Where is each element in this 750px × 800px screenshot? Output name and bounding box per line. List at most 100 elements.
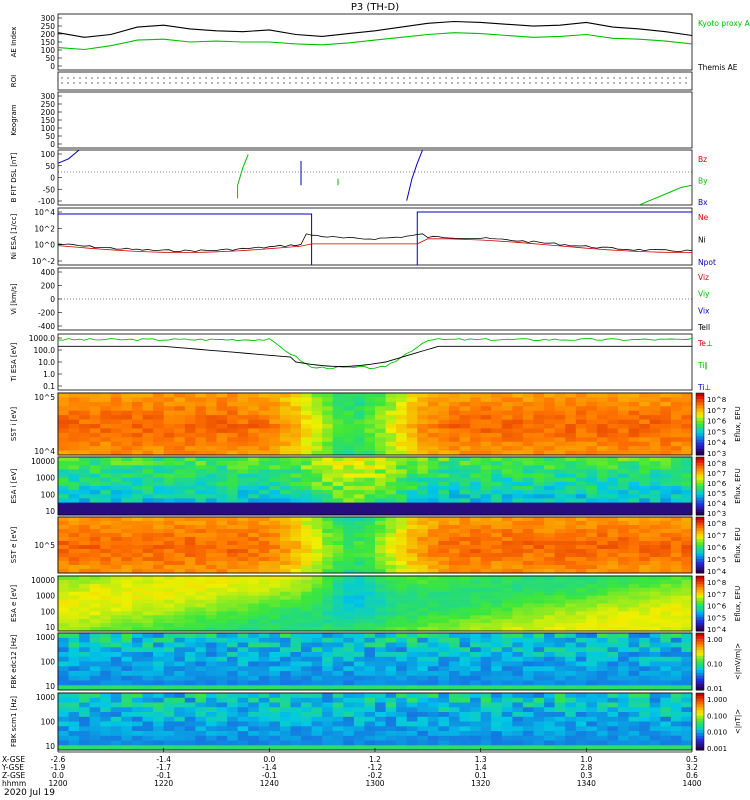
spectrogram-cell — [406, 633, 418, 639]
spectrogram-cell — [205, 599, 217, 604]
spectrogram-cell — [470, 647, 482, 653]
spectrogram-cell — [385, 457, 397, 462]
spectrogram-cell — [639, 419, 651, 425]
spectrogram-cell — [153, 579, 165, 585]
spectrogram-cell — [322, 707, 334, 713]
spectrogram-cell — [670, 510, 682, 516]
spectrogram-cell — [279, 561, 291, 566]
spectrogram-cell — [121, 633, 133, 639]
spectrogram-cell — [216, 627, 228, 632]
spectrogram-cell — [544, 541, 556, 546]
spectrogram-cell — [174, 490, 186, 495]
spectrogram-cell — [670, 561, 682, 566]
spectrogram-cell — [364, 490, 376, 495]
spectrogram-cell — [269, 576, 281, 581]
spectrogram-cell — [427, 428, 439, 434]
spectrogram-cell — [227, 498, 239, 503]
spectrogram-cell — [427, 450, 439, 456]
spectrogram-cell — [364, 591, 376, 596]
spectrogram-cell — [153, 401, 165, 407]
spectrogram-cell — [332, 481, 344, 487]
colorbar-cell — [696, 533, 704, 538]
spectrogram-cell — [596, 633, 608, 639]
spectrogram-cell — [100, 557, 112, 562]
spectrogram-cell — [512, 595, 524, 600]
spectrogram-cell — [501, 541, 513, 546]
spectrogram-cell — [301, 637, 312, 643]
spectrogram-cell — [163, 623, 175, 628]
spectrogram-cell — [417, 437, 429, 443]
spectrogram-cell — [639, 481, 651, 487]
roi-dot — [247, 82, 249, 84]
roi-dot — [91, 82, 93, 84]
spectrogram-cell — [279, 685, 291, 691]
roi-dot — [643, 77, 645, 79]
spectrogram-cell — [174, 627, 186, 632]
spectrogram-cell — [649, 510, 661, 516]
spectrogram-cell — [491, 457, 503, 462]
spectrogram-cell — [100, 685, 112, 691]
spectrogram-cell — [311, 671, 323, 677]
spectrogram-cell — [121, 473, 133, 479]
spectrogram-cell — [58, 647, 69, 653]
spectrogram-cell — [343, 583, 355, 589]
spectrogram-cell — [184, 498, 196, 503]
colorbar-cell — [696, 721, 704, 725]
spectrogram-cell — [79, 481, 91, 487]
y-axis-label: AE Index — [10, 27, 18, 58]
spectrogram-cell — [449, 623, 460, 628]
spectrogram-cell — [132, 561, 143, 566]
spectrogram-cell — [375, 579, 386, 585]
spectrogram-cell — [470, 415, 482, 420]
spectrogram-cell — [438, 595, 450, 600]
spectrogram-cell — [227, 557, 239, 562]
spectrogram-cell — [132, 615, 143, 620]
spectrogram-cell — [554, 561, 566, 566]
colorbar-cell — [696, 488, 704, 493]
spectrogram-cell — [89, 647, 101, 653]
spectrogram-cell — [269, 685, 281, 691]
spectrogram-cell — [227, 633, 239, 639]
spectrogram-cell — [153, 726, 165, 732]
spectrogram-cell — [269, 494, 281, 499]
spectrogram-cell — [565, 521, 577, 526]
spectrogram-cell — [110, 642, 122, 648]
spectrogram-cell — [385, 671, 397, 677]
spectrogram-cell — [343, 481, 355, 487]
spectrogram-cell — [227, 469, 239, 474]
spectrogram-cell — [58, 533, 69, 538]
spectrogram-cell — [522, 465, 534, 470]
spectrogram-cell — [58, 661, 69, 667]
spectrogram-cell — [459, 537, 471, 542]
spectrogram-cell — [660, 623, 672, 628]
spectrogram-cell — [375, 477, 386, 483]
spectrogram-cell — [153, 671, 165, 677]
series-line — [57, 338, 693, 370]
spectrogram-cell — [639, 510, 651, 516]
spectrogram-cell — [375, 702, 386, 708]
spectrogram-cell — [385, 557, 397, 562]
spectrogram-cell — [501, 533, 513, 538]
spectrogram-cell — [142, 457, 154, 462]
spectrogram-cell — [153, 595, 165, 600]
spectrogram-cell — [396, 647, 408, 653]
spectrogram-cell — [248, 401, 260, 407]
roi-dot — [385, 82, 387, 84]
spectrogram-cell — [544, 406, 556, 412]
spectrogram-cell — [670, 579, 682, 585]
spectrogram-cell — [121, 415, 133, 420]
spectrogram-cell — [501, 525, 513, 530]
spectrogram-cell — [153, 406, 165, 412]
spectrogram-cell — [311, 401, 323, 407]
spectrogram-cell — [343, 457, 355, 462]
spectrogram-cell — [639, 541, 651, 546]
spectrogram-cell — [639, 642, 651, 648]
spectrogram-cell — [121, 637, 133, 643]
spectrogram-cell — [216, 557, 228, 562]
spectrogram-cell — [79, 461, 91, 466]
spectrogram-cell — [332, 623, 344, 628]
y-tick-label: 0.1 — [43, 382, 55, 391]
spectrogram-cell — [544, 490, 556, 495]
spectrogram-cell — [639, 637, 651, 643]
spectrogram-cell — [237, 517, 249, 522]
